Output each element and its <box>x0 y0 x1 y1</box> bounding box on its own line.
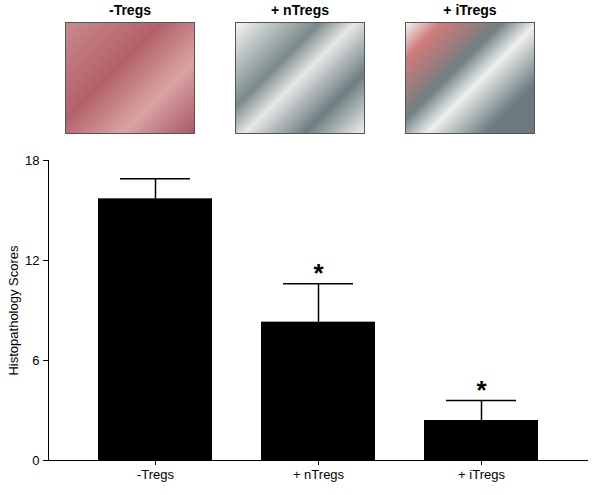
svg-text:*: * <box>476 375 487 405</box>
html-text:+ nTregs: + nTregs <box>271 2 329 18</box>
svg-text:12: 12 <box>25 253 39 268</box>
svg-text:*: * <box>313 258 324 288</box>
html-text:-Tregs: -Tregs <box>109 2 151 18</box>
svg-text:-Tregs: -Tregs <box>137 467 175 482</box>
html-text:+ iTregs: + iTregs <box>443 2 497 18</box>
svg-text:18: 18 <box>25 153 39 168</box>
svg-text:+ nTregs: + nTregs <box>293 467 345 482</box>
svg-text:0: 0 <box>32 453 39 468</box>
svg-text:Histopathology Scores: Histopathology Scores <box>6 245 21 376</box>
svg-text:6: 6 <box>32 353 39 368</box>
svg-text:+ iTregs: + iTregs <box>458 467 505 482</box>
